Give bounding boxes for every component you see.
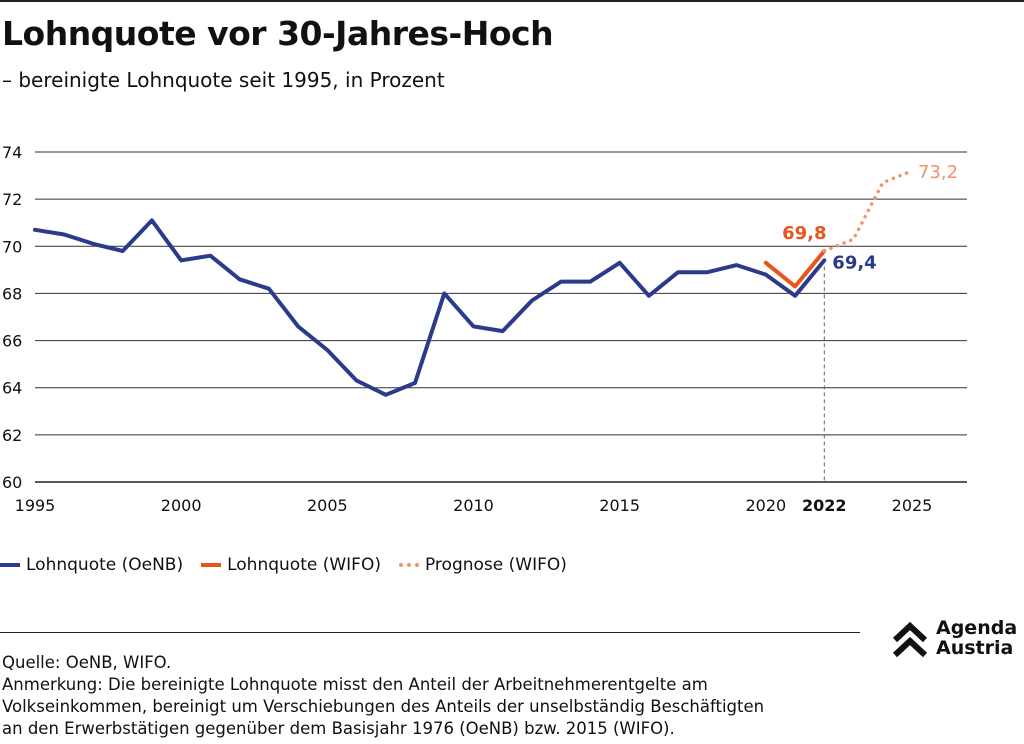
data-label-1: 69,4 (832, 252, 876, 273)
x-tick-label: 2015 (599, 496, 640, 515)
y-tick-label: 68 (2, 284, 22, 303)
logo-text: Agenda Austria (936, 618, 1017, 658)
source-line: Quelle: OeNB, WIFO. (2, 653, 172, 672)
agenda-austria-logo: Agenda Austria (892, 618, 1024, 662)
series-line-1 (763, 249, 827, 289)
y-tick-label: 72 (2, 190, 22, 209)
legend-swatch-oenb (0, 563, 20, 567)
series-line-2 (822, 169, 914, 253)
y-tick-label: 74 (2, 143, 22, 162)
x-tick-label: 1995 (15, 496, 56, 515)
x-tick-label: 2010 (453, 496, 494, 515)
y-tick-label: 62 (2, 426, 22, 445)
x-tick-label: 2022 (802, 496, 847, 515)
x-tick-label: 2005 (307, 496, 348, 515)
data-label-2: 73,2 (918, 162, 958, 183)
source-note: Quelle: OeNB, WIFO. Anmerkung: Die berei… (2, 652, 862, 740)
y-tick-label: 66 (2, 332, 22, 351)
legend: Lohnquote (OeNB) Lohnquote (WIFO) Progno… (0, 553, 585, 577)
line-chart: 60 62 64 66 68 70 72 74 1995 2000 2005 2010 2015 2020… (2, 143, 967, 515)
data-label-0: 69,8 (782, 223, 826, 244)
note-line-2: Volkseinkommen, bereinigt um Verschiebun… (2, 697, 765, 716)
y-tick-label: 64 (2, 379, 22, 398)
legend-item-oenb: Lohnquote (OeNB) (0, 555, 183, 575)
legend-item-wifo: Lohnquote (WIFO) (201, 555, 381, 575)
y-tick-label: 60 (2, 473, 22, 492)
legend-label-oenb: Lohnquote (OeNB) (26, 555, 184, 575)
legend-label-prognose: Prognose (WIFO) (424, 555, 567, 575)
logo-line-2: Austria (936, 637, 1014, 659)
legend-swatch-prognose (398, 563, 419, 567)
logo-line-1: Agenda (936, 617, 1018, 639)
note-line-1: Anmerkung: Die bereinigte Lohnquote miss… (2, 675, 708, 694)
x-tick-label: 2020 (745, 496, 786, 515)
note-line-3: an den Erwerbstätigen gegenüber dem Basi… (2, 719, 675, 738)
legend-swatch-wifo (201, 563, 222, 567)
y-tick-label: 70 (2, 237, 22, 256)
x-tick-label: 2000 (161, 496, 202, 515)
x-tick-label: 2025 (892, 496, 933, 515)
chevron-up-double-icon (892, 621, 928, 658)
chart-subtitle: – bereinigte Lohnquote seit 1995, in Pro… (2, 68, 445, 92)
top-rule (0, 0, 1024, 2)
chart-title: Lohnquote vor 30-Jahres-Hoch (2, 14, 554, 53)
footer-rule (0, 632, 860, 633)
legend-item-prognose: Prognose (WIFO) (398, 555, 567, 575)
series-line-0 (33, 218, 827, 397)
legend-label-wifo: Lohnquote (WIFO) (227, 555, 381, 575)
